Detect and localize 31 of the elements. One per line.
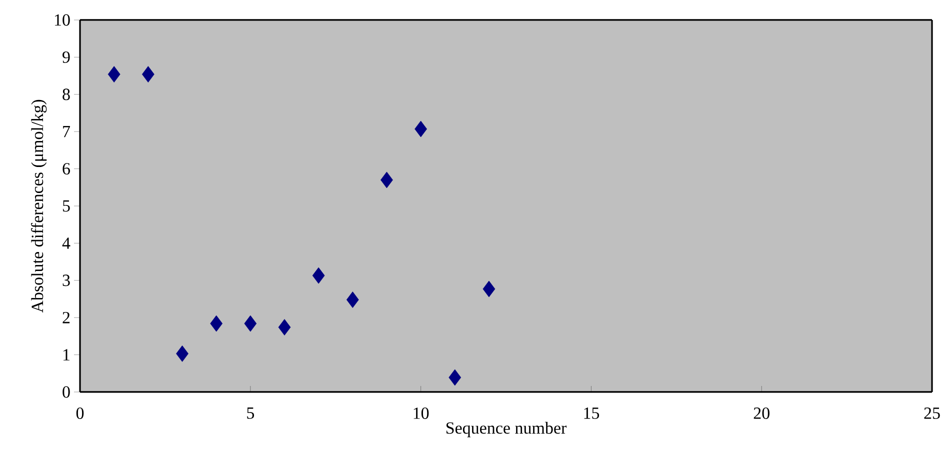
point — [448, 369, 462, 386]
point — [244, 315, 257, 332]
point — [142, 66, 154, 82]
y-tick-label: 10 — [54, 14, 70, 26]
x-tick-label: 20 — [754, 408, 770, 419]
y-tick-label: 6 — [62, 163, 70, 174]
point — [346, 292, 359, 308]
x-axis-title: Sequence number — [446, 422, 567, 438]
y-tick-label: 8 — [62, 88, 70, 100]
point — [380, 172, 393, 188]
point — [414, 120, 428, 138]
point — [278, 319, 291, 336]
y-tick-label: 1 — [63, 349, 70, 360]
y-tick-label: 5 — [62, 200, 70, 212]
point — [312, 267, 325, 284]
y-tick-label: 9 — [62, 51, 70, 63]
point — [108, 66, 120, 82]
y-tick-label: 4 — [62, 238, 70, 249]
x-tick-label: 0 — [76, 408, 84, 419]
point — [176, 345, 188, 362]
point — [482, 280, 496, 298]
x-tick-label: 5 — [247, 408, 254, 419]
y-tick-label: 3 — [62, 274, 70, 286]
y-tick-label: 0 — [62, 386, 70, 398]
y-axis-title: Absolute differences (μmol/kg) — [31, 100, 47, 313]
x-tick-label: 15 — [584, 408, 600, 419]
y-tick-label: 2 — [62, 312, 70, 324]
x-tick-label: 10 — [414, 408, 429, 419]
x-tick-label: 25 — [924, 408, 940, 419]
point — [210, 315, 223, 332]
y-tick-label: 7 — [63, 126, 70, 138]
